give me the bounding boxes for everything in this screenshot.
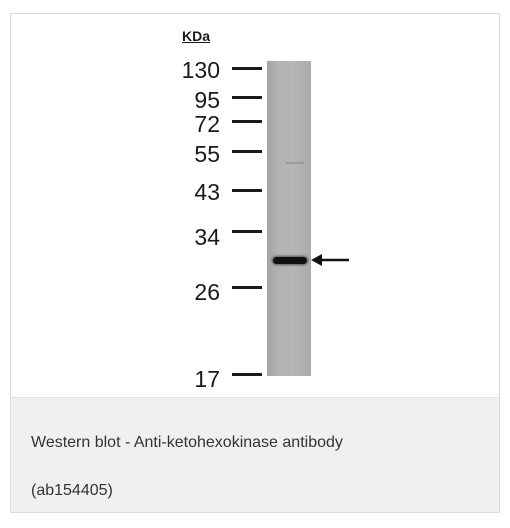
marker-tick-34 — [232, 230, 262, 233]
marker-label-43: 43 — [194, 179, 220, 205]
marker-label-72: 72 — [194, 111, 220, 137]
western-blot-image: KDa 130 95 72 55 43 34 26 17 — [11, 14, 499, 397]
marker-tick-130 — [232, 67, 262, 70]
marker-tick-55 — [232, 150, 262, 153]
marker-tick-95 — [232, 96, 262, 99]
unit-label: KDa — [182, 28, 211, 44]
protein-band — [273, 257, 307, 264]
figure-card: KDa 130 95 72 55 43 34 26 17 Western blo… — [10, 13, 500, 513]
faint-band — [286, 162, 304, 164]
marker-tick-26 — [232, 286, 262, 289]
marker-label-95: 95 — [194, 87, 220, 113]
marker-label-17: 17 — [194, 366, 220, 392]
marker-label-34: 34 — [194, 224, 220, 250]
marker-label-26: 26 — [194, 279, 220, 305]
marker-label-55: 55 — [194, 141, 220, 167]
caption-product-code: (ab154405) — [31, 482, 113, 499]
sample-lane — [267, 61, 311, 376]
figure-caption: Western blot - Anti-ketohexokinase antib… — [11, 397, 499, 512]
caption-title: Western blot - Anti-ketohexokinase antib… — [31, 434, 343, 451]
marker-label-130: 130 — [181, 57, 220, 83]
marker-tick-17 — [232, 373, 262, 376]
arrow-left-icon — [311, 254, 349, 266]
marker-tick-72 — [232, 120, 262, 123]
marker-tick-43 — [232, 189, 262, 192]
